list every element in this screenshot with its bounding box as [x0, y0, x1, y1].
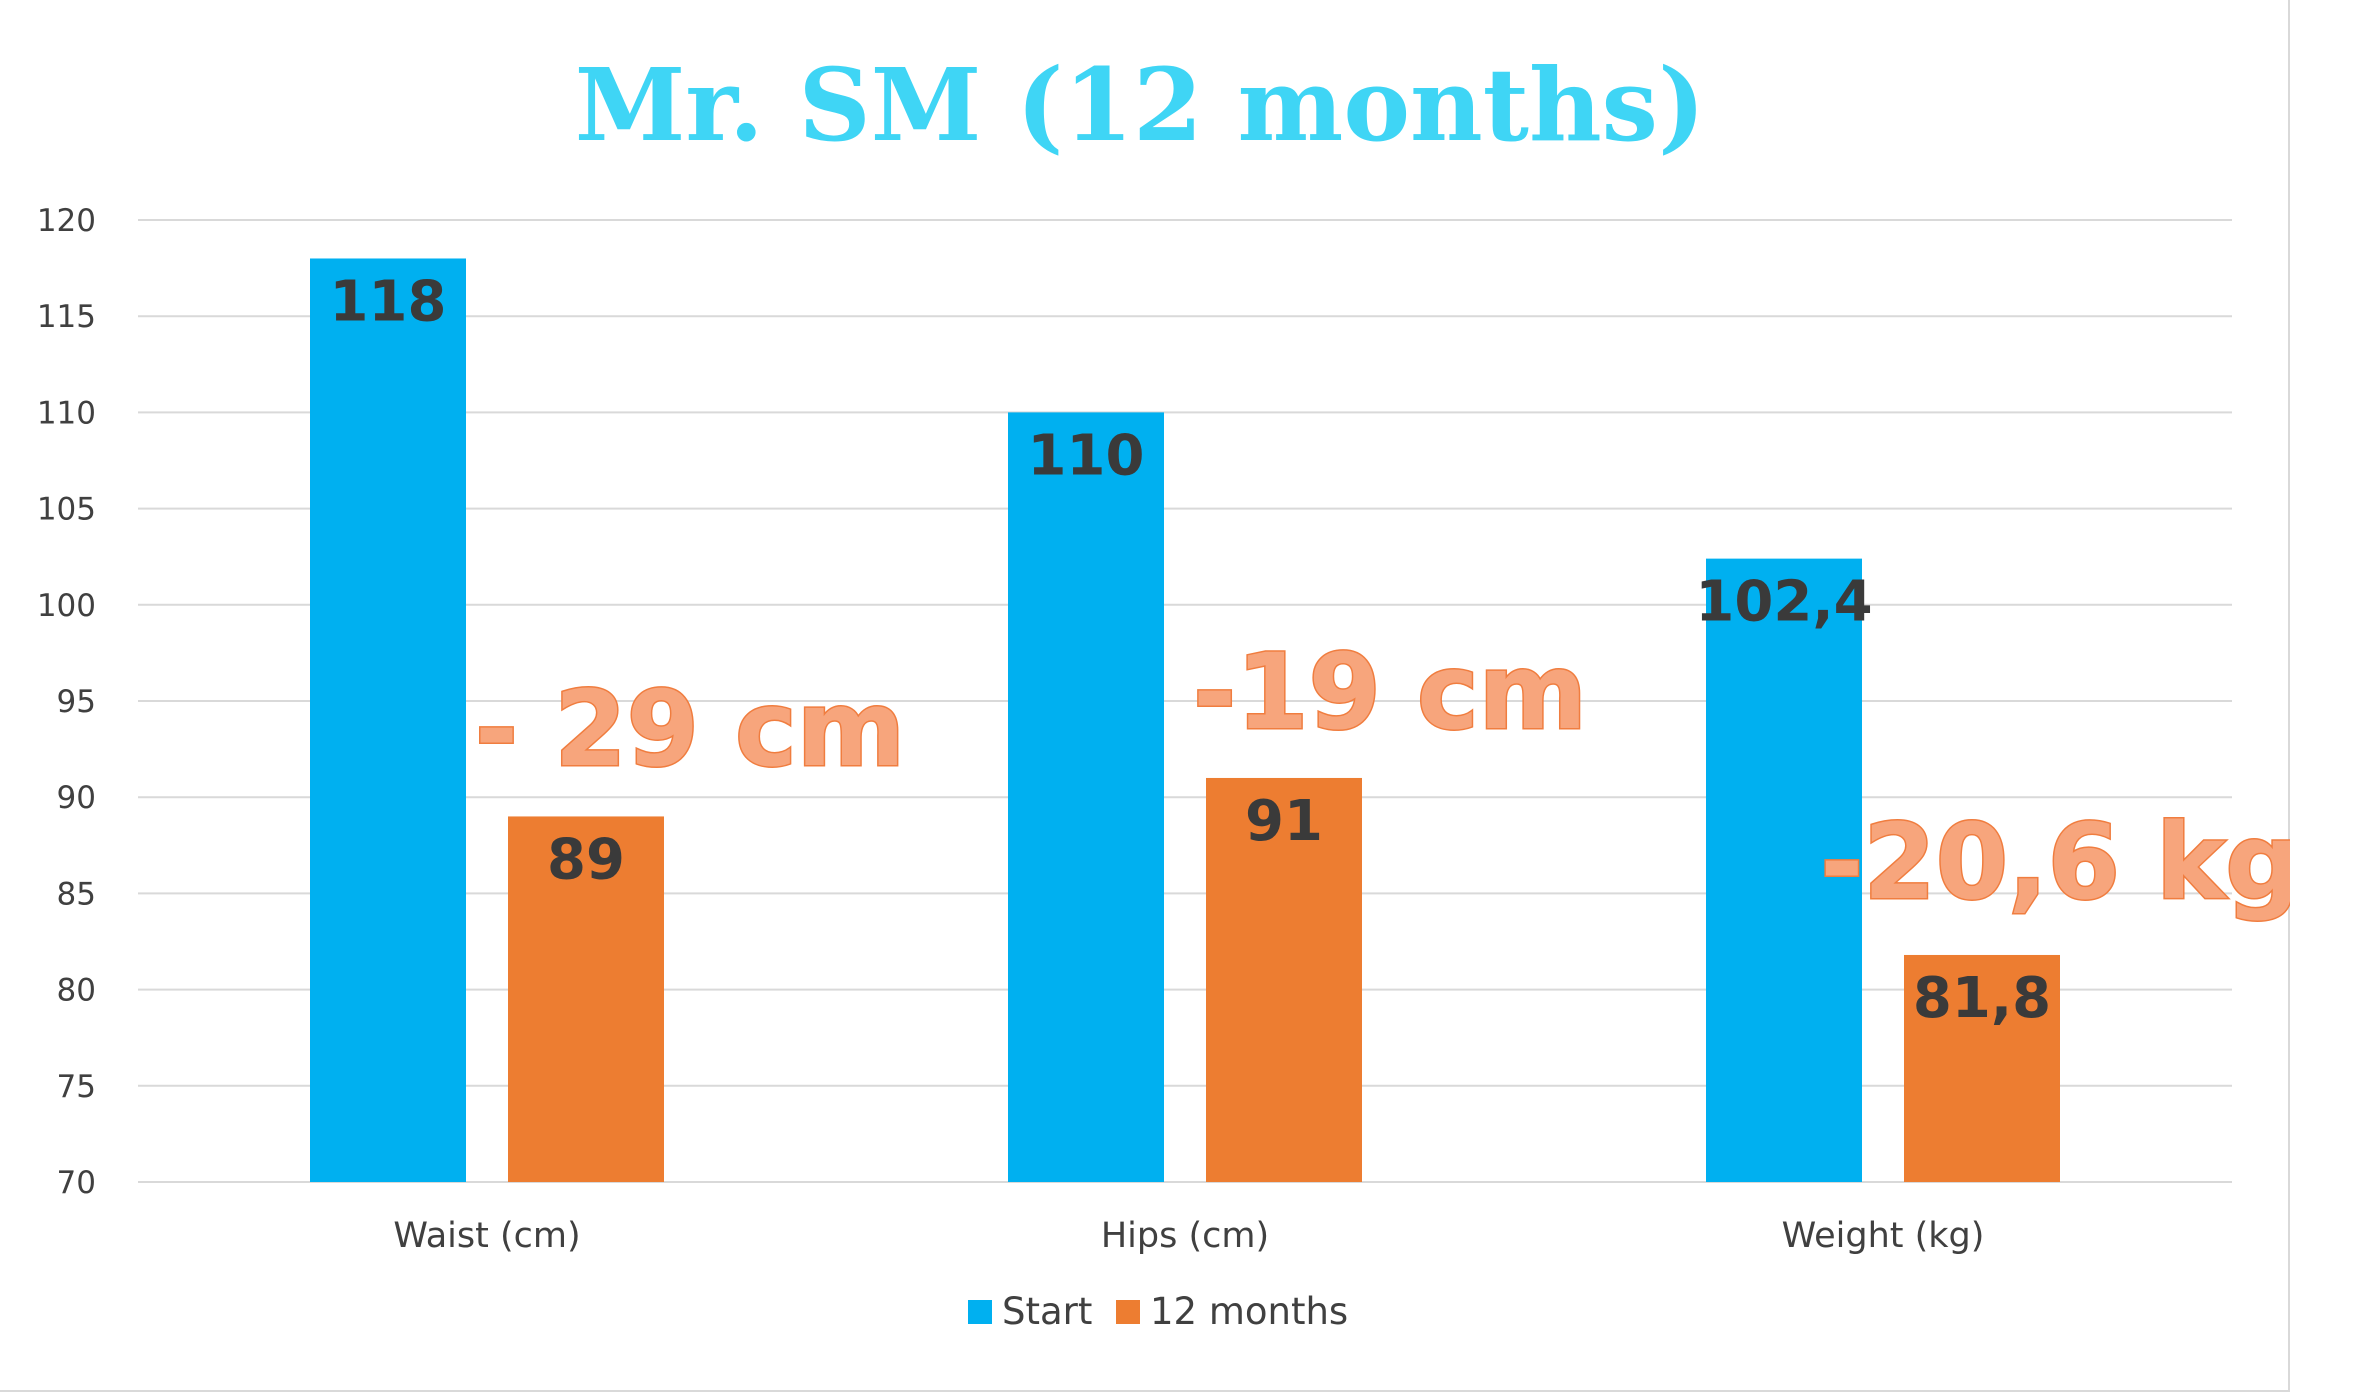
bar-12-months: [1206, 777, 1362, 1182]
bar-12-months: [508, 816, 664, 1182]
bar-chart: Mr. SM (12 months) 70 75 80 85 90 95 100 105 110…: [37, 46, 2290, 1333]
change-annotation: -19 cm: [1193, 631, 1587, 753]
y-axis-tick-labels: 70 75 80 85 90 95 100 105 110 115 120: [37, 203, 96, 1201]
y-tick-label: 70: [57, 1165, 96, 1201]
chart-frame: Mr. SM (12 months) 70 75 80 85 90 95 100 105 110…: [0, 0, 2290, 1392]
y-tick-label: 100: [37, 588, 96, 624]
x-category-label: Weight (kg): [1782, 1216, 1985, 1256]
x-category-label: Waist (cm): [393, 1216, 580, 1256]
data-label: 102,4: [1695, 570, 1872, 635]
data-label: 110: [1028, 423, 1145, 488]
legend: Start 12 months: [968, 1290, 1348, 1333]
y-tick-label: 105: [37, 492, 96, 528]
x-category-label: Hips (cm): [1101, 1216, 1269, 1256]
bar-12-months: [1904, 954, 2060, 1182]
x-axis-category-labels: Waist (cm) Hips (cm) Weight (kg): [393, 1216, 1984, 1256]
bar-start: [1706, 558, 1862, 1182]
data-label: 118: [330, 269, 447, 334]
bars: [310, 258, 2060, 1183]
y-tick-label: 75: [57, 1069, 96, 1105]
y-tick-label: 110: [37, 395, 96, 431]
chart-title: Mr. SM (12 months): [575, 46, 1706, 164]
legend-label: Start: [1002, 1290, 1092, 1333]
y-tick-label: 120: [37, 203, 96, 239]
y-tick-label: 115: [37, 299, 96, 335]
data-label: 91: [1245, 789, 1323, 854]
data-labels: 118 89 110 91 102,4 81,8: [330, 269, 2052, 1030]
legend-label: 12 months: [1150, 1290, 1348, 1333]
change-annotations: - 29 cm -19 cm -20,6 kg: [473, 630, 2290, 925]
data-label: 89: [547, 827, 625, 892]
y-tick-label: 85: [57, 876, 96, 912]
legend-swatch-12-months: [1116, 1300, 1140, 1324]
change-annotation: - 29 cm: [475, 668, 905, 790]
legend-swatch-start: [968, 1300, 992, 1324]
gridlines: [138, 219, 2232, 1183]
bar-start: [1008, 412, 1164, 1182]
data-label: 81,8: [1913, 966, 2051, 1031]
y-tick-label: 90: [57, 780, 96, 816]
change-annotation: -20,6 kg: [1820, 801, 2290, 923]
y-tick-label: 80: [57, 973, 96, 1009]
bar-start: [310, 258, 466, 1183]
y-tick-label: 95: [57, 684, 96, 720]
